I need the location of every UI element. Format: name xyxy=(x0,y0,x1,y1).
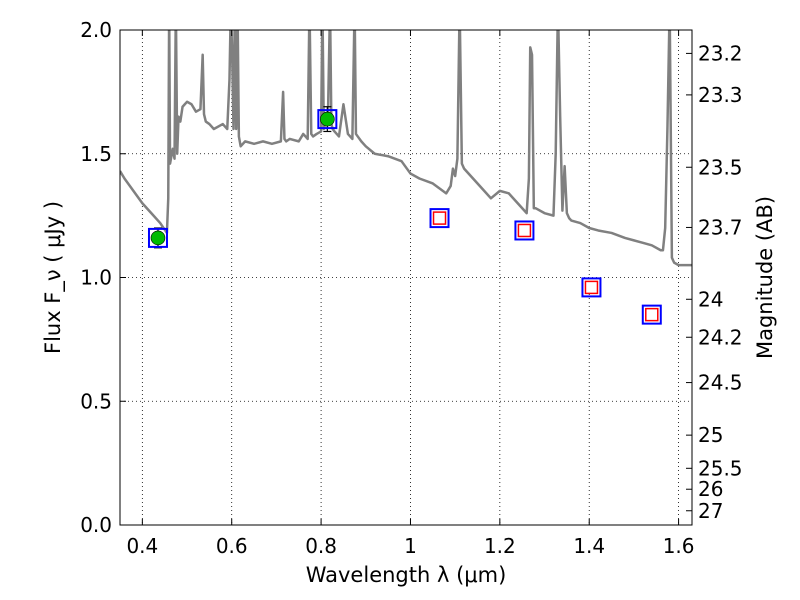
model-point-square xyxy=(432,211,447,225)
svg-text:0.5: 0.5 xyxy=(80,389,112,413)
y2-tick-3: 23.7 xyxy=(686,215,743,239)
model-point-square xyxy=(517,223,532,238)
photometry-points xyxy=(147,106,662,325)
svg-text:1.6: 1.6 xyxy=(663,534,695,558)
y-tick-2: 1.0 xyxy=(80,266,126,290)
svg-text:27: 27 xyxy=(698,499,723,523)
svg-text:25: 25 xyxy=(698,423,723,447)
x-axis-ticks: 0.4 0.6 0.8 1 1.2 1.4 1.6 xyxy=(126,30,695,558)
svg-text:0.4: 0.4 xyxy=(126,534,158,558)
svg-text:23.2: 23.2 xyxy=(698,41,743,65)
x-tick-1: 0.6 xyxy=(216,30,248,558)
model-point-square xyxy=(584,280,599,295)
y2-axis-label: Magnitude (AB) xyxy=(753,196,777,359)
x-tick-2: 0.8 xyxy=(305,30,337,558)
x-axis-label: Wavelength λ (μm) xyxy=(306,563,507,587)
x-tick-4: 1.2 xyxy=(484,30,516,558)
model-band-square xyxy=(147,227,168,248)
model-band-square xyxy=(641,304,662,325)
svg-text:23.7: 23.7 xyxy=(698,215,743,239)
svg-text:1.0: 1.0 xyxy=(80,266,112,290)
y2-tick-6: 24.5 xyxy=(686,371,743,395)
model-spectrum xyxy=(120,30,692,267)
y-tick-4: 2.0 xyxy=(80,18,126,42)
svg-text:23.5: 23.5 xyxy=(698,155,743,179)
svg-text:26: 26 xyxy=(698,477,723,501)
data-point-circle xyxy=(320,111,335,127)
svg-text:1.2: 1.2 xyxy=(484,534,516,558)
svg-text:0.0: 0.0 xyxy=(80,513,112,537)
y2-tick-5: 24.2 xyxy=(686,325,743,349)
svg-text:24.2: 24.2 xyxy=(698,325,743,349)
y-tick-1: 0.5 xyxy=(80,389,126,413)
model-band-square xyxy=(429,208,450,229)
y2-tick-4: 24 xyxy=(686,287,723,311)
model-spectrum-line xyxy=(120,30,692,267)
svg-text:0.8: 0.8 xyxy=(305,534,337,558)
svg-text:24: 24 xyxy=(698,287,723,311)
y2-tick-7: 25 xyxy=(686,423,723,447)
grid-lines xyxy=(120,29,692,526)
y-axis-label: Flux F_ν ( μJy ) xyxy=(41,201,66,354)
x-tick-5: 1.4 xyxy=(573,30,605,558)
plot-frame xyxy=(119,29,693,526)
y-tick-3: 1.5 xyxy=(80,142,126,166)
svg-text:23.3: 23.3 xyxy=(698,83,743,107)
y-axis-ticks: 0.0 0.5 1.0 1.5 2.0 xyxy=(80,18,126,537)
svg-text:0.6: 0.6 xyxy=(216,534,248,558)
svg-text:1.4: 1.4 xyxy=(573,534,605,558)
model-band-square xyxy=(317,109,338,130)
y2-tick-1: 23.3 xyxy=(686,83,743,107)
y-tick-0: 0.0 xyxy=(80,513,126,537)
x-tick-0: 0.4 xyxy=(126,30,158,558)
model-band-square xyxy=(581,277,602,298)
data-point-circle xyxy=(150,230,166,246)
svg-text:1.5: 1.5 xyxy=(80,142,112,166)
y2-tick-10: 27 xyxy=(686,499,723,523)
y2-tick-8: 25.5 xyxy=(686,456,743,480)
svg-text:1: 1 xyxy=(404,534,417,558)
x-tick-6: 1.6 xyxy=(663,30,695,558)
y2-tick-0: 23.2 xyxy=(686,41,743,65)
x-tick-3: 1 xyxy=(404,30,417,558)
svg-text:2.0: 2.0 xyxy=(80,18,112,42)
model-point-square xyxy=(645,307,659,322)
model-band-square xyxy=(514,220,535,241)
y2-tick-9: 26 xyxy=(686,477,723,501)
svg-text:25.5: 25.5 xyxy=(698,456,743,480)
svg-text:24.5: 24.5 xyxy=(698,371,743,395)
y2-tick-2: 23.5 xyxy=(686,155,743,179)
